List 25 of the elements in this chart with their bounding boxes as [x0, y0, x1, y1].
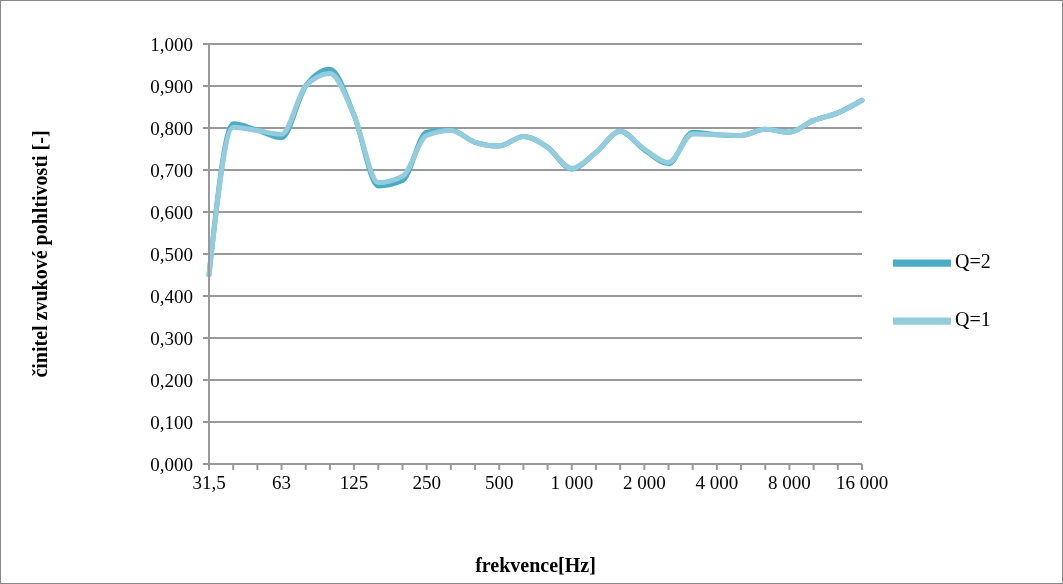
y-tick-label: 0,600	[150, 201, 193, 223]
x-tick-label: 500	[484, 472, 514, 494]
legend-label: Q=1	[955, 307, 991, 330]
y-axis-title: činitel zvukové pohltivosti [-]	[29, 130, 53, 378]
y-tick-label: 0,700	[150, 159, 193, 181]
y-tick-label: 0,000	[150, 453, 193, 475]
x-tick-label: 16 000	[835, 472, 889, 494]
x-axis-title: frekvence[Hz]	[475, 554, 596, 576]
x-tick-label: 31,5	[192, 472, 226, 494]
y-tick-label: 0,200	[150, 369, 193, 391]
x-tick-label: 250	[412, 472, 441, 494]
y-tick-label: 0,100	[150, 411, 193, 433]
y-tick-label: 1,000	[150, 33, 193, 55]
y-tick-label: 0,300	[150, 327, 193, 349]
x-tick-label: 8 000	[768, 472, 811, 494]
x-tick-label: 4 000	[695, 472, 739, 494]
x-tick-label: 1 000	[550, 472, 594, 494]
x-tick-label: 125	[339, 472, 369, 494]
y-tick-label: 0,500	[150, 243, 193, 265]
x-tick-label: 2 000	[622, 472, 666, 494]
y-tick-label: 0,800	[150, 117, 193, 139]
y-tick-label: 0,900	[150, 75, 193, 97]
x-tick-label: 63	[272, 472, 292, 494]
legend-label: Q=2	[955, 249, 991, 272]
y-tick-label: 0,400	[150, 285, 193, 307]
